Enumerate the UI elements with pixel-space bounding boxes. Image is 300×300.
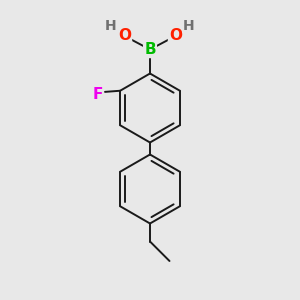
Text: H: H [105,19,117,32]
Text: F: F [92,87,103,102]
Text: H: H [183,19,195,32]
Text: B: B [144,42,156,57]
Text: O: O [118,28,131,44]
Text: O: O [169,28,182,44]
